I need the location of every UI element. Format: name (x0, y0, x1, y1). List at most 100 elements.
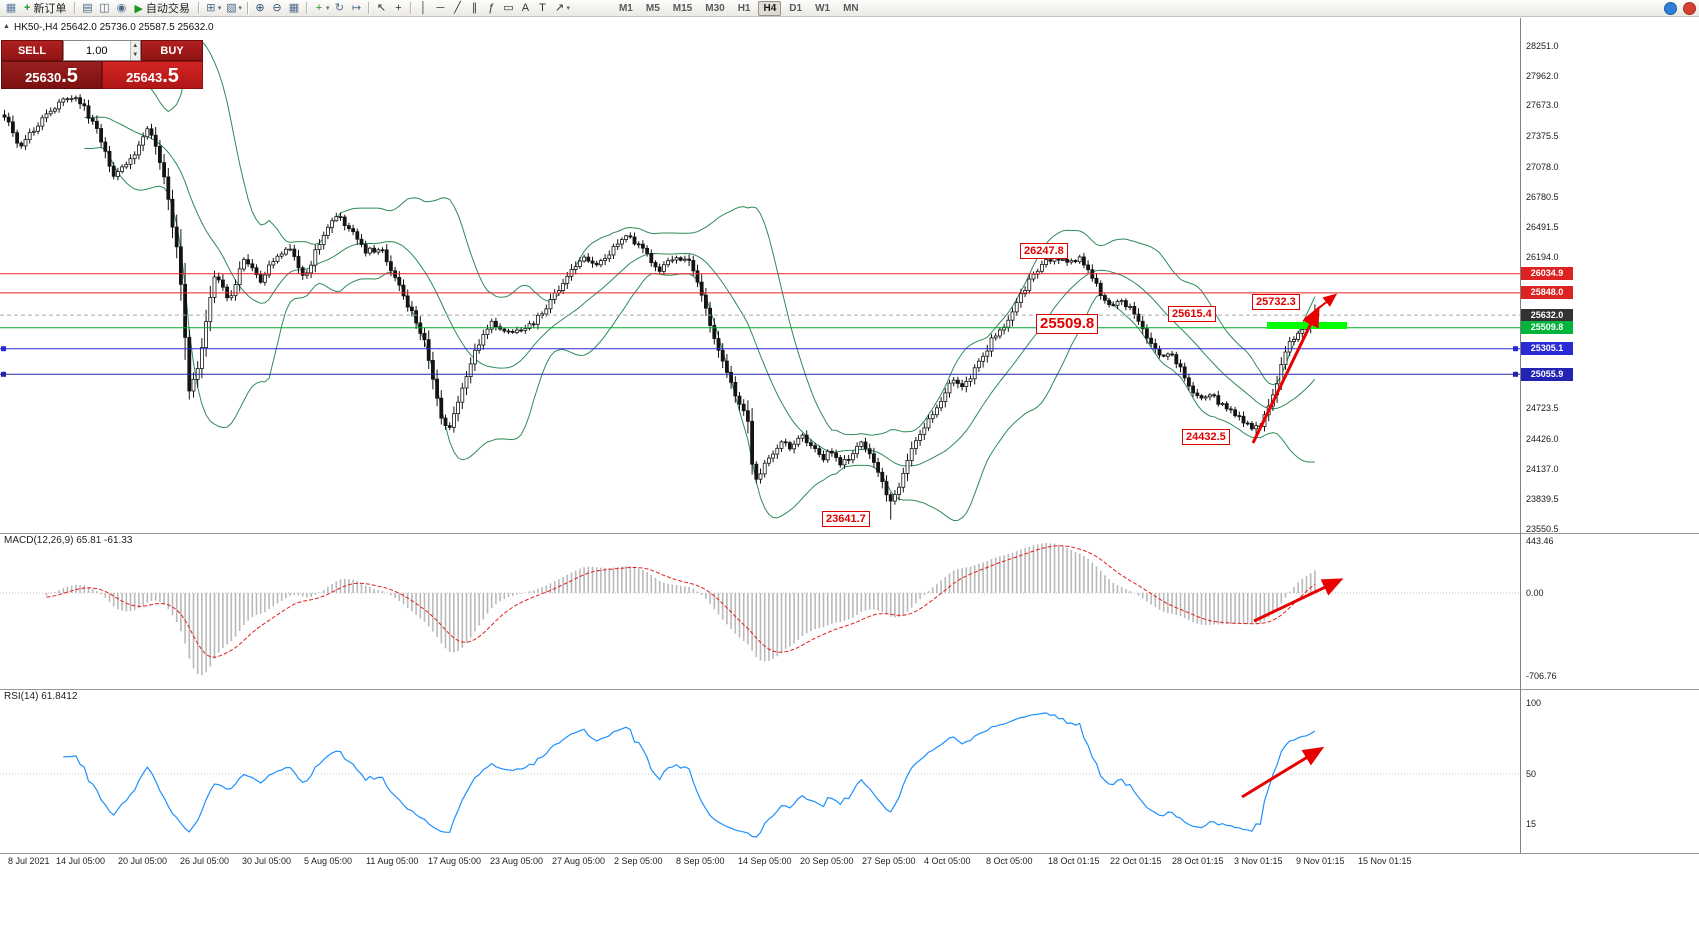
oneclick-collapse-icon[interactable]: ▲ (3, 23, 10, 30)
sell-button[interactable]: SELL (1, 40, 63, 61)
arrows-icon[interactable]: ↗ (554, 2, 565, 14)
timeframe-button-w1[interactable]: W1 (815, 2, 831, 14)
channel-icon[interactable]: ∥ (471, 2, 478, 14)
indicator-axis-label: 100 (1526, 698, 1542, 708)
crosshair-icon[interactable]: + (395, 2, 402, 14)
price-axis-label: 23550.5 (1526, 524, 1559, 534)
volume-input[interactable] (64, 41, 130, 60)
vertical-line-icon[interactable]: │ (420, 2, 427, 14)
new-chart-caret[interactable]: ▾ (217, 5, 222, 12)
indicator-axis-label: 15 (1526, 819, 1537, 829)
price-annotation-26247.8[interactable]: 26247.8 (1020, 243, 1068, 259)
community-icon[interactable] (1664, 1, 1677, 15)
time-axis-label: 20 Sep 05:00 (800, 856, 854, 866)
toolbar-separator (305, 2, 307, 14)
volume-stepper: ▲ ▼ (129, 41, 140, 60)
sell-price-main: 25630 (25, 70, 62, 85)
timeframe-button-m30[interactable]: M30 (705, 2, 725, 14)
one-click-trade-widget: SELL ▲ ▼ BUY 25630.5 25643.5 (1, 40, 203, 89)
price-annotation-25509.8[interactable]: 25509.8 (1036, 314, 1099, 334)
chart-window-icon[interactable]: ▦ (5, 2, 17, 14)
hline-handle[interactable] (1, 371, 6, 377)
hline-handle[interactable] (1513, 371, 1518, 377)
toolbar-separator (410, 2, 412, 14)
trend-arrow-4[interactable] (1241, 746, 1325, 799)
price-axis-label: 23839.5 (1526, 494, 1559, 504)
buy-price[interactable]: 25643.5 (102, 61, 203, 89)
auto-trade-icon: ▶ (134, 2, 143, 15)
new-order-icon: + (24, 2, 31, 14)
toolbar-separator (197, 2, 199, 14)
toolbar: ▦ + 新订单 ▤ ◫ ◉ ▶ 自动交易 ⊞ ▾ ▧ ▾ ⊕ ⊖ ▦ + ▾ ↻ ↦ ↖ + │ ─ ╱ ∥ ƒ ▭ A T ↗ ▾ M1 M5… (0, 0, 1699, 17)
data-window-icon[interactable]: ◫ (99, 2, 110, 14)
trend-arrow-3[interactable] (1253, 578, 1344, 623)
price-annotation-23641.7[interactable]: 23641.7 (822, 511, 870, 527)
price-tag-25305.1: 25305.1 (1521, 342, 1573, 355)
time-axis-label: 26 Jul 05:00 (180, 856, 230, 866)
trendline-icon[interactable]: ╱ (454, 2, 461, 14)
new-chart-icon[interactable]: ⊞ (206, 2, 216, 14)
zoom-in-icon[interactable]: ⊕ (255, 2, 265, 14)
sell-price[interactable]: 25630.5 (1, 61, 102, 89)
time-axis-label: 28 Oct 01:15 (1172, 856, 1224, 866)
text-label-icon[interactable]: T (539, 2, 546, 14)
bollinger-middle-line (84, 116, 1316, 467)
price-annotation-25732.3[interactable]: 25732.3 (1252, 294, 1300, 310)
time-axis-label: 14 Jul 05:00 (56, 856, 106, 866)
hline-handle[interactable] (1513, 346, 1518, 352)
timeframe-button-m15[interactable]: M15 (672, 2, 693, 14)
buy-button[interactable]: BUY (141, 40, 203, 61)
auto-trade-button[interactable]: ▶ 自动交易 (130, 1, 193, 16)
fibonacci-icon[interactable]: ƒ (488, 2, 495, 14)
sell-price-pips: .5 (61, 65, 78, 87)
volume-down-icon[interactable]: ▼ (130, 50, 140, 60)
indicators-icon[interactable]: + (315, 2, 323, 14)
horizontal-line-icon[interactable]: ─ (436, 2, 445, 14)
price-annotation-25615.4[interactable]: 25615.4 (1168, 306, 1216, 322)
auto-scroll-icon[interactable]: ↻ (334, 2, 345, 14)
timeframe-button-mn[interactable]: MN (843, 2, 859, 14)
timeframe-button-m5[interactable]: M5 (645, 2, 660, 14)
text-icon[interactable]: A (521, 2, 530, 14)
time-axis-label: 22 Oct 01:15 (1110, 856, 1162, 866)
volume-up-icon[interactable]: ▲ (130, 41, 140, 51)
price-axis-label: 24137.0 (1526, 464, 1559, 474)
support-highlight-zone[interactable] (1267, 322, 1347, 329)
price-tag-25509.8: 25509.8 (1521, 321, 1573, 334)
hline-handle[interactable] (1, 346, 6, 352)
time-axis-label: 3 Nov 01:15 (1234, 856, 1283, 866)
candles (2, 94, 1317, 520)
terminal-icon[interactable]: ◉ (116, 2, 127, 14)
new-order-button-label: 新订单 (33, 3, 67, 15)
market-watch-icon[interactable]: ▤ (82, 2, 93, 14)
price-tag-25632.0: 25632.0 (1521, 309, 1573, 322)
price-axis-label: 24723.5 (1526, 403, 1559, 413)
time-axis-label: 23 Aug 05:00 (490, 856, 544, 866)
timeframe-button-h1[interactable]: H1 (737, 2, 751, 14)
price-axis-label: 28251.0 (1526, 41, 1559, 51)
new-order-button[interactable]: + 新订单 (20, 1, 70, 15)
trend-arrow-1[interactable] (1251, 305, 1320, 444)
time-axis-label: 15 Nov 01:15 (1358, 856, 1412, 866)
indicators-caret[interactable]: ▾ (325, 5, 330, 12)
chart-shift-icon[interactable]: ↦ (351, 2, 362, 14)
indicator-axis-label: 443.46 (1526, 536, 1554, 546)
cursor-icon[interactable]: ↖ (376, 2, 387, 14)
timeframe-button-d1[interactable]: D1 (789, 2, 803, 14)
profiles-caret[interactable]: ▾ (238, 5, 242, 12)
macd-histogram (45, 543, 1316, 676)
rsi-label: RSI(14) 61.8412 (4, 691, 78, 702)
price-annotation-24432.5[interactable]: 24432.5 (1182, 429, 1230, 445)
arrows-caret[interactable]: ▾ (566, 5, 570, 12)
price-axis-label: 27078.0 (1526, 162, 1559, 172)
profiles-icon[interactable]: ▧ (226, 2, 237, 14)
timeframe-button-h4[interactable]: H4 (758, 0, 782, 16)
zoom-out-icon[interactable]: ⊖ (272, 2, 282, 14)
alerts-icon[interactable] (1683, 1, 1696, 15)
tile-windows-icon[interactable]: ▦ (288, 2, 300, 14)
time-axis-label: 18 Oct 01:15 (1048, 856, 1100, 866)
shapes-icon[interactable]: ▭ (503, 2, 514, 14)
trend-arrow-2[interactable] (1304, 293, 1338, 320)
timeframe-button-m1[interactable]: M1 (618, 2, 633, 14)
